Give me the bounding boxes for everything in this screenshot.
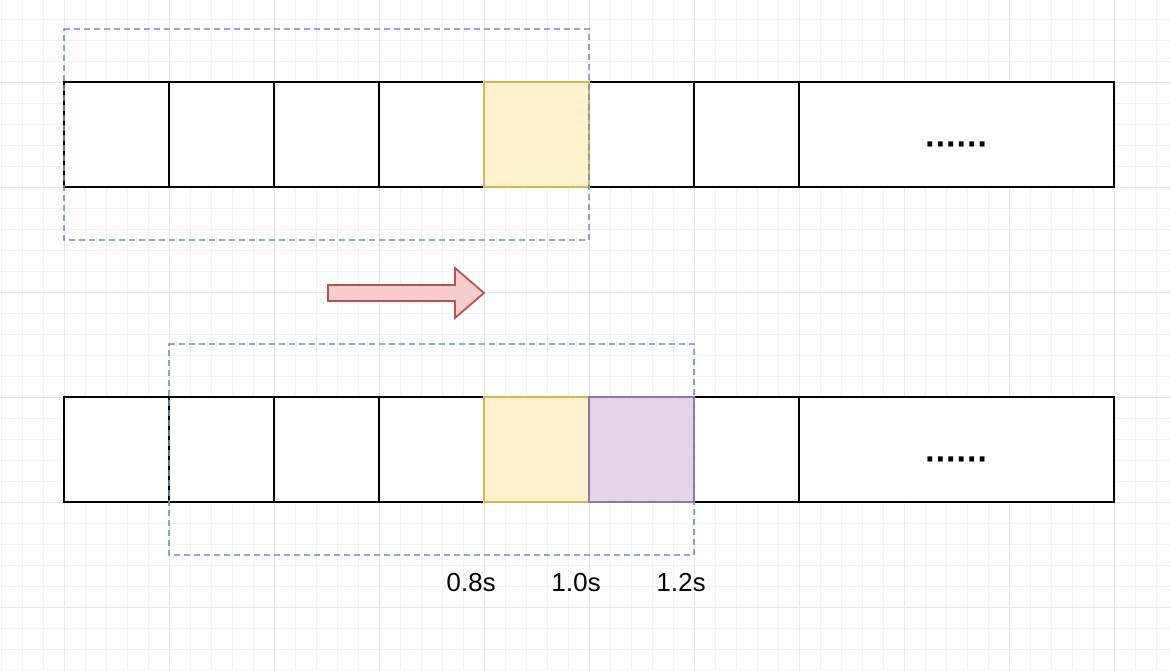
buffer-cell-current bbox=[483, 396, 590, 503]
buffer-cell bbox=[168, 396, 275, 503]
time-label: 1.2s bbox=[656, 567, 705, 597]
ellipsis-label: ...... bbox=[925, 432, 988, 470]
buffer-cell bbox=[378, 81, 485, 188]
buffer-cell bbox=[63, 81, 170, 188]
buffer-cell-rest bbox=[798, 396, 1115, 503]
time-label: 1.0s bbox=[551, 567, 600, 597]
sliding-window bbox=[168, 343, 695, 556]
buffer-cell bbox=[273, 396, 380, 503]
buffer-cell bbox=[588, 81, 695, 188]
buffer-cell-new bbox=[588, 396, 695, 503]
ellipsis-label: ...... bbox=[925, 117, 988, 155]
sliding-window bbox=[63, 28, 590, 241]
buffer-cell bbox=[273, 81, 380, 188]
buffer-cell bbox=[693, 396, 800, 503]
right-arrow-icon bbox=[327, 265, 486, 321]
buffer-cell bbox=[693, 81, 800, 188]
buffer-row-1: ...... bbox=[63, 28, 1115, 241]
buffer-cell-rest bbox=[798, 81, 1115, 188]
buffer-row-2: ...... bbox=[63, 343, 1115, 556]
buffer-cell-current bbox=[483, 81, 590, 188]
time-label: 0.8s bbox=[446, 567, 495, 597]
buffer-cell bbox=[63, 396, 170, 503]
buffer-cell bbox=[168, 81, 275, 188]
buffer-cell bbox=[378, 396, 485, 503]
